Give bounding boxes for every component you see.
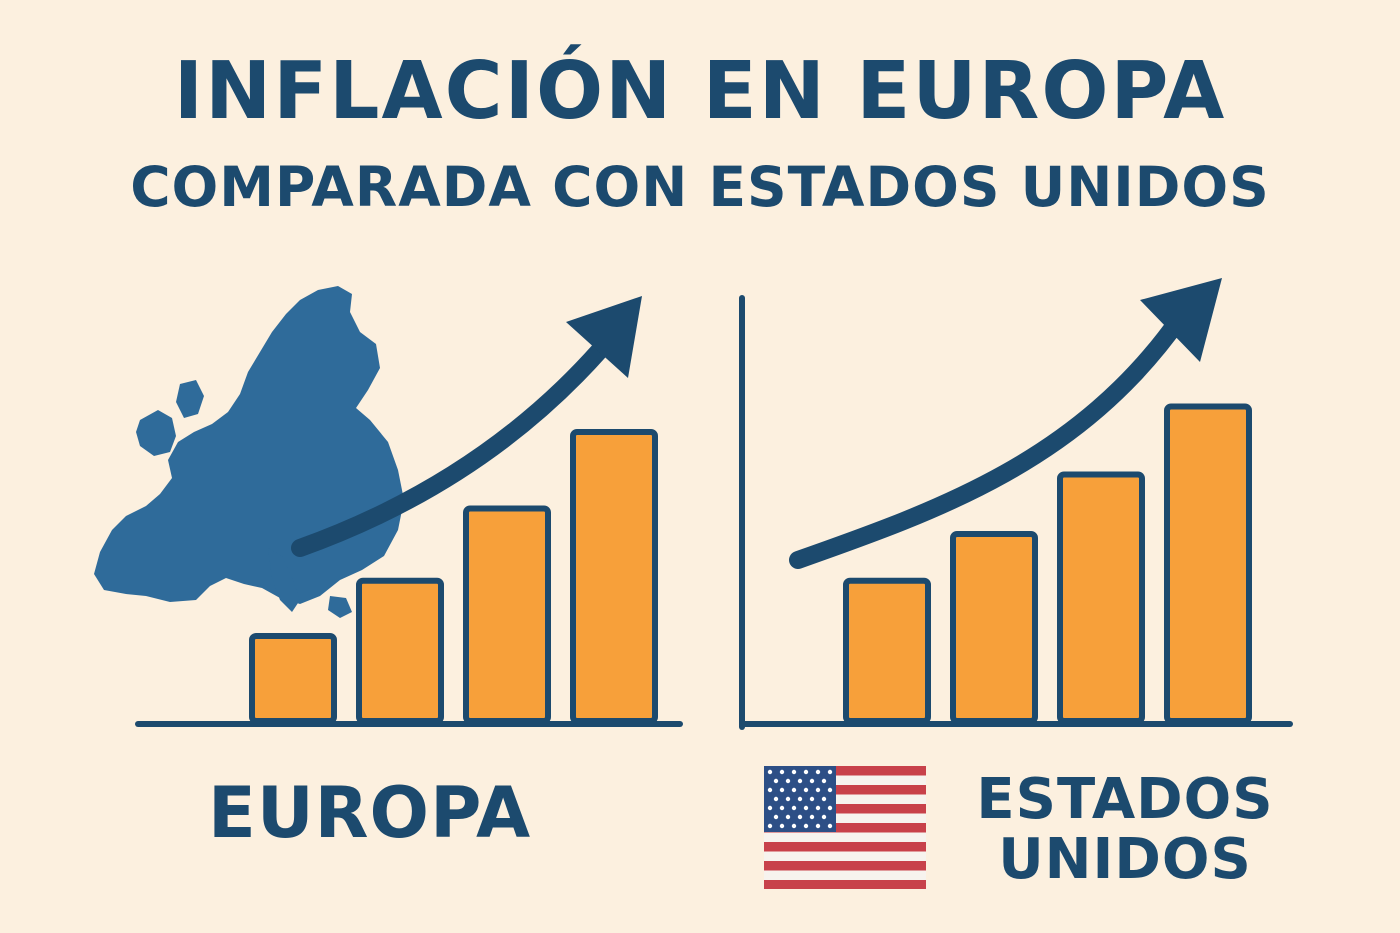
- flag-star: [809, 796, 815, 802]
- flag-star: [767, 787, 773, 793]
- flag-star: [779, 769, 785, 775]
- flag-star: [827, 769, 833, 775]
- page-subtitle: COMPARADA CON ESTADOS UNIDOS: [130, 155, 1270, 219]
- flag-star: [815, 805, 821, 811]
- usa-bar-1: [843, 577, 931, 724]
- flag-star: [803, 823, 809, 829]
- flag-star: [779, 805, 785, 811]
- flag-star: [827, 823, 833, 829]
- flag-star: [809, 814, 815, 820]
- flag-star: [821, 778, 827, 784]
- usa-bar-4: [1164, 403, 1252, 724]
- flag-star: [785, 796, 791, 802]
- flag-star: [821, 814, 827, 820]
- flag-star: [803, 787, 809, 793]
- europa-bars: [249, 429, 658, 724]
- flag-star: [827, 787, 833, 793]
- flag-star: [797, 814, 803, 820]
- europa-bar-3: [463, 505, 551, 724]
- usa-bar-3: [1057, 471, 1145, 724]
- flag-star: [815, 823, 821, 829]
- flag-star: [779, 823, 785, 829]
- page-title: INFLACIÓN EN EUROPA: [173, 45, 1227, 137]
- usa-trend-arrow: [789, 278, 1222, 569]
- flag-star: [773, 778, 779, 784]
- flag-star: [785, 778, 791, 784]
- usa-bars: [843, 403, 1252, 724]
- flag-star: [815, 769, 821, 775]
- flag-star: [767, 823, 773, 829]
- europa-trend-arrow: [291, 296, 642, 557]
- usa-label: ESTADOS UNIDOS: [975, 767, 1275, 893]
- flag-star: [767, 805, 773, 811]
- usa-bar-2: [950, 531, 1038, 724]
- flag-star: [791, 787, 797, 793]
- flag-star: [821, 796, 827, 802]
- europa-bar-2: [356, 577, 444, 724]
- flag-star: [809, 778, 815, 784]
- flag-star: [797, 796, 803, 802]
- europa-label: EUROPA: [208, 772, 532, 854]
- usa-label-line-2: UNIDOS: [998, 827, 1252, 893]
- us-flag-icon: [764, 766, 926, 889]
- flag-star: [785, 814, 791, 820]
- europe-map-icon: [94, 286, 404, 618]
- flag-star: [803, 805, 809, 811]
- flag-star: [815, 787, 821, 793]
- europa-bar-4: [570, 429, 658, 724]
- flag-star: [797, 778, 803, 784]
- flag-star: [773, 796, 779, 802]
- flag-star: [827, 805, 833, 811]
- flag-star: [791, 823, 797, 829]
- flag-star: [803, 769, 809, 775]
- europa-bar-1: [249, 633, 337, 724]
- flag-star: [767, 769, 773, 775]
- flag-star: [773, 814, 779, 820]
- flag-star: [791, 805, 797, 811]
- usa-label-line-1: ESTADOS: [976, 767, 1274, 832]
- flag-star: [779, 787, 785, 793]
- flag-star: [791, 769, 797, 775]
